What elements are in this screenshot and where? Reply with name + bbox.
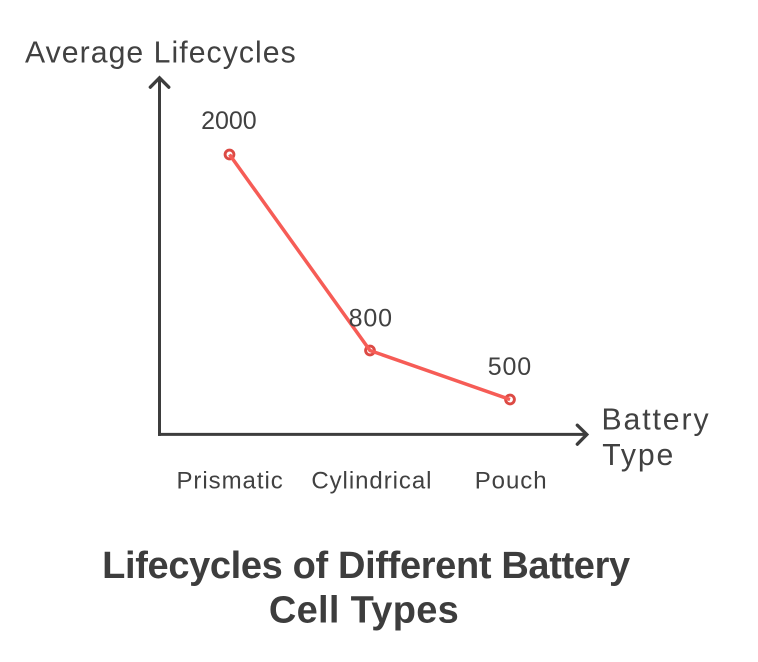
svg-text:2000: 2000 [201, 107, 257, 135]
svg-text:500: 500 [488, 353, 532, 381]
svg-text:Type: Type [602, 439, 675, 472]
svg-text:Cell Types: Cell Types [269, 590, 459, 632]
svg-text:Lifecycles of Different Batter: Lifecycles of Different Battery [102, 545, 630, 587]
svg-text:Prismatic: Prismatic [176, 467, 283, 494]
svg-text:Pouch: Pouch [475, 467, 548, 494]
svg-text:Battery: Battery [602, 403, 711, 436]
svg-text:800: 800 [349, 304, 393, 332]
svg-text:Average Lifecycles: Average Lifecycles [25, 37, 297, 70]
svg-text:Cylindrical: Cylindrical [311, 468, 432, 495]
